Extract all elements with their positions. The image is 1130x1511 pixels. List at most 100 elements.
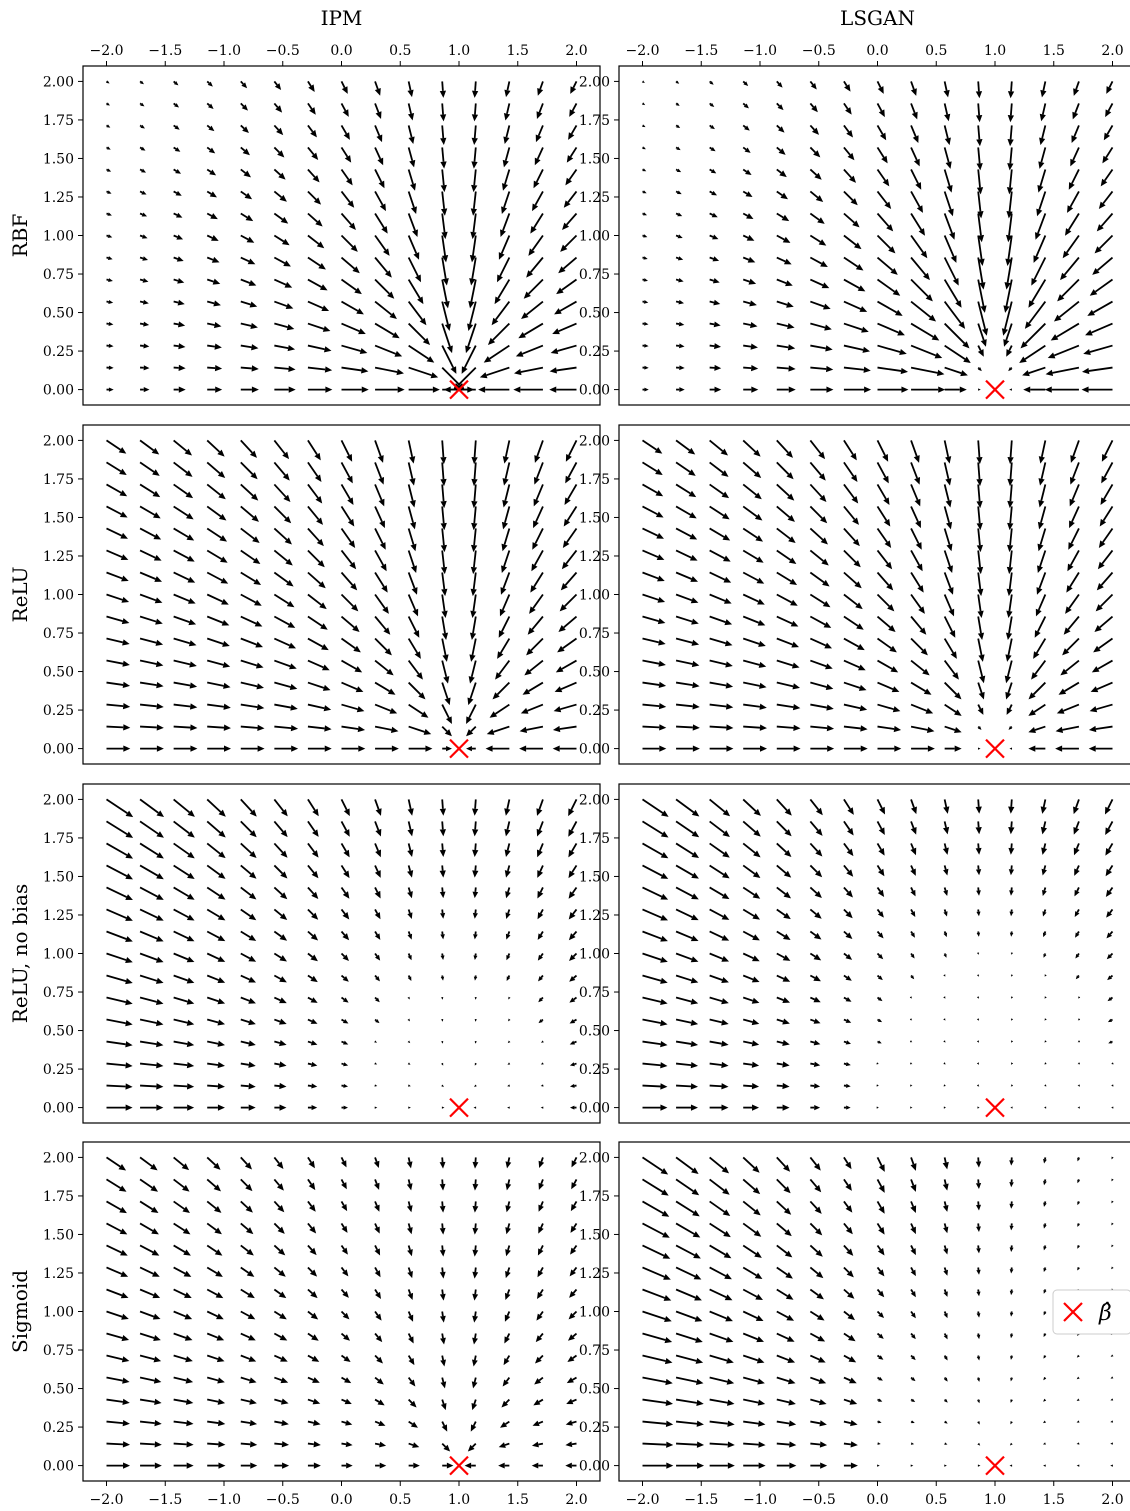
field-arrow (139, 190, 147, 195)
field-arrow (943, 506, 953, 530)
field-arrow (567, 1332, 578, 1341)
field-arrow (1105, 864, 1114, 877)
field-arrow (1007, 440, 1014, 465)
field-arrow (502, 147, 511, 168)
field-arrow (642, 483, 664, 497)
field-arrow (538, 1157, 545, 1168)
field-arrow (173, 1354, 193, 1363)
field-arrow (1105, 102, 1114, 118)
field-arrow (569, 1105, 577, 1110)
field-arrow (1041, 865, 1047, 876)
field-arrow (1076, 1420, 1080, 1423)
field-arrow (106, 1062, 133, 1069)
field-arrow (441, 235, 449, 263)
field-arrow (1043, 1106, 1047, 1109)
field-arrow (843, 1156, 852, 1170)
field-arrow (877, 1398, 883, 1402)
field-arrow (507, 1040, 511, 1044)
field-arrow (206, 234, 219, 241)
field-arrow (106, 615, 130, 625)
field-arrow (407, 638, 421, 659)
field-arrow (173, 124, 180, 130)
field-arrow (1066, 572, 1080, 593)
field-arrow (240, 864, 257, 879)
field-arrow (374, 1376, 384, 1385)
field-arrow (441, 323, 453, 354)
y-tick-label: 0.25 (579, 344, 610, 360)
field-arrow (471, 1377, 478, 1389)
field-arrow (240, 974, 256, 983)
field-arrow (876, 234, 896, 254)
field-arrow (497, 257, 511, 283)
field-arrow (709, 681, 734, 689)
field-arrow (809, 212, 825, 224)
field-arrow (106, 820, 134, 838)
field-arrow (532, 528, 544, 550)
field-arrow (910, 1464, 914, 1467)
field-arrow (642, 300, 649, 304)
field-arrow (642, 439, 663, 454)
field-arrow (709, 1266, 732, 1280)
y-tick-label: 0.75 (43, 985, 74, 1001)
field-arrow (742, 1266, 763, 1279)
field-arrow (843, 996, 852, 1002)
field-arrow (523, 278, 544, 299)
field-arrow (1009, 388, 1012, 391)
field-arrow (977, 725, 982, 730)
field-arrow (472, 1289, 479, 1301)
field-arrow (843, 483, 859, 504)
field-arrow (273, 1354, 288, 1362)
field-arrow (776, 1420, 797, 1427)
field-arrow (742, 1332, 765, 1343)
field-arrow (505, 1267, 511, 1279)
field-arrow (843, 1178, 852, 1191)
field-arrow (709, 703, 734, 710)
field-arrow (569, 996, 578, 1003)
field-arrow (307, 1244, 317, 1256)
field-arrow (240, 256, 256, 265)
field-arrow (441, 638, 449, 662)
field-arrow (776, 102, 784, 111)
field-arrow (709, 1332, 734, 1343)
field-arrow (1074, 887, 1080, 897)
field-arrow (106, 1156, 127, 1171)
field-arrow (1005, 682, 1013, 700)
field-arrow (173, 439, 193, 456)
field-arrow (139, 996, 164, 1005)
field-arrow (501, 528, 511, 552)
field-arrow (910, 572, 924, 593)
field-arrow (943, 103, 951, 122)
y-tick-label: 0.50 (579, 306, 610, 322)
field-arrow (1081, 386, 1113, 393)
field-arrow (843, 1288, 855, 1299)
field-arrow (1060, 256, 1080, 281)
panel-relu-no-bias-ipm: 0.000.250.500.751.001.251.501.752.00 (43, 783, 601, 1124)
field-arrow (408, 386, 440, 393)
field-arrow (1036, 572, 1047, 595)
field-arrow (742, 820, 761, 837)
field-arrow (474, 1040, 477, 1044)
field-arrow (910, 366, 945, 376)
field-arrow (1006, 345, 1013, 357)
field-arrow (173, 1288, 192, 1299)
field-arrow (106, 1040, 133, 1048)
field-arrow (809, 1200, 822, 1214)
field-arrow (307, 1266, 318, 1277)
field-arrow (375, 386, 405, 393)
field-arrow (709, 724, 734, 731)
field-arrow (553, 703, 577, 713)
field-arrow (776, 386, 796, 393)
field-arrow (139, 124, 145, 129)
field-arrow (742, 80, 749, 87)
field-arrow (1031, 257, 1047, 286)
field-arrow (843, 908, 853, 919)
field-arrow (943, 909, 948, 917)
field-arrow (173, 364, 186, 371)
field-arrow (709, 864, 730, 879)
y-tick-label: 1.25 (43, 908, 74, 924)
field-arrow (139, 168, 147, 173)
field-arrow (876, 930, 884, 939)
x-tick-label: −1.5 (148, 1492, 182, 1508)
field-arrow (1044, 1040, 1047, 1043)
y-tick-label: 1.50 (579, 510, 610, 526)
